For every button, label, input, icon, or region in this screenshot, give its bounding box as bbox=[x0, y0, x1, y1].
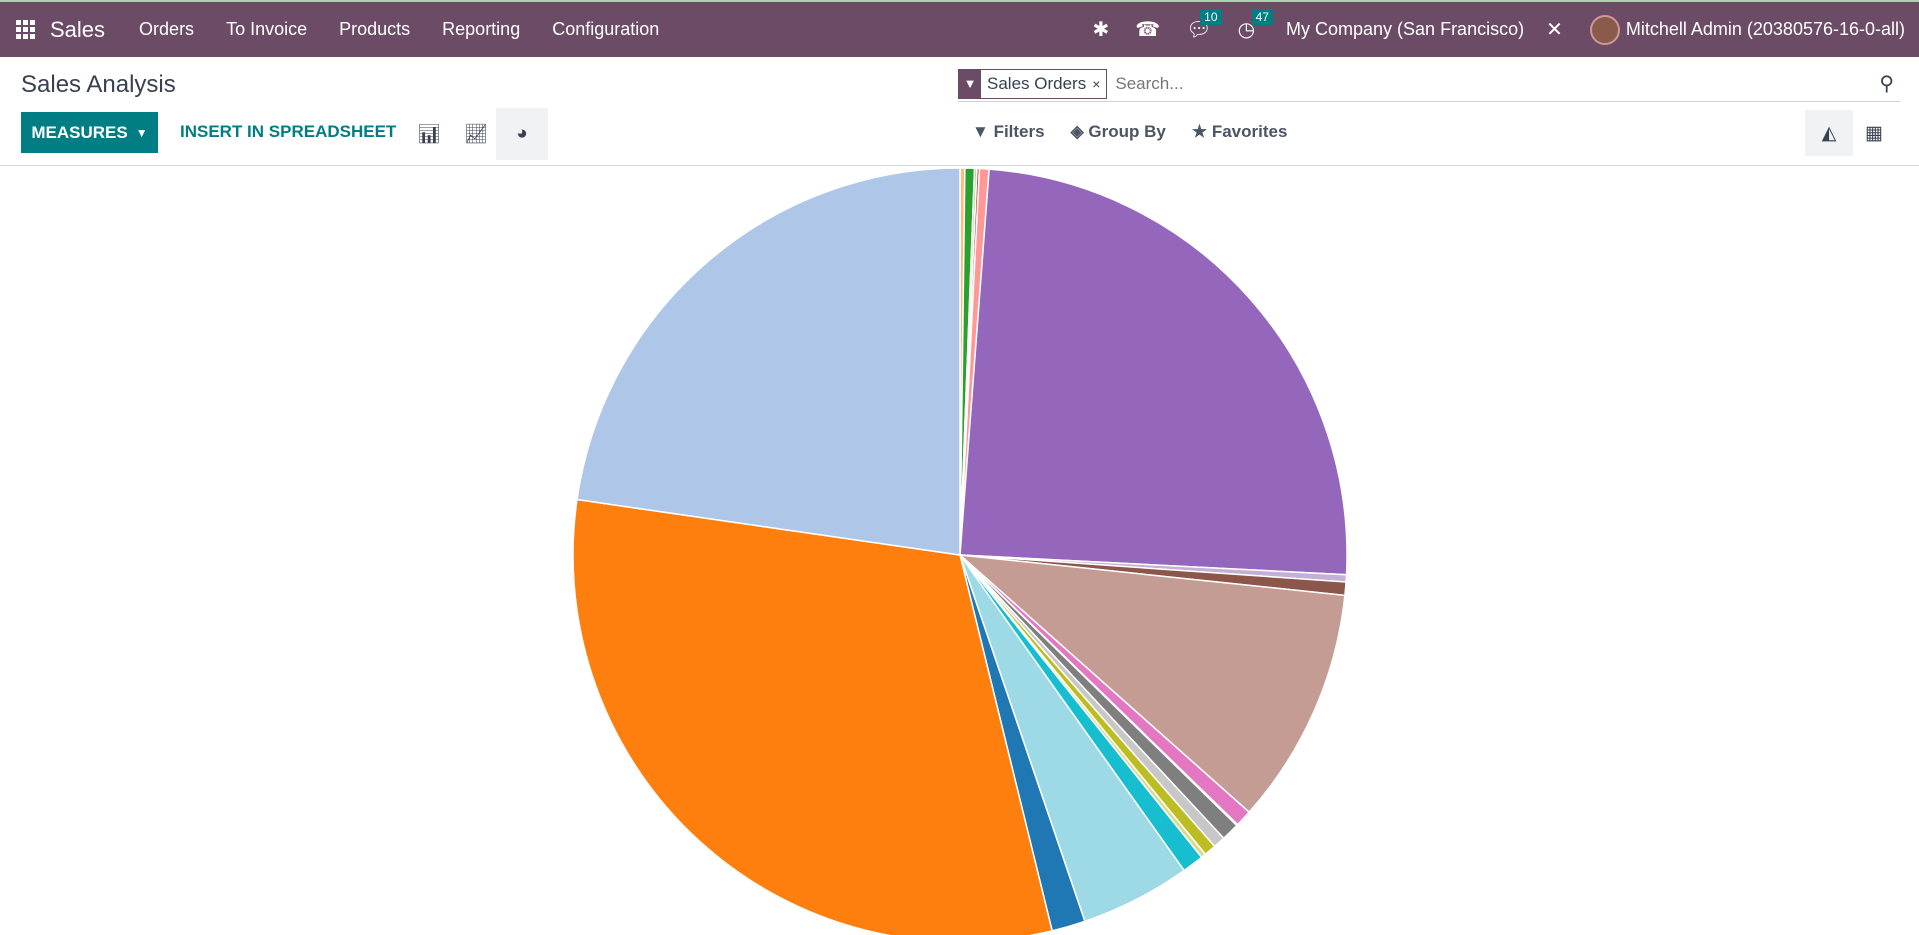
messages-icon[interactable]: 💬︎ 10 bbox=[1186, 9, 1222, 42]
menu-products[interactable]: Products bbox=[339, 19, 411, 39]
pie-slice-18[interactable] bbox=[572, 498, 1054, 935]
filters-button[interactable]: ▼ Filters bbox=[972, 122, 1045, 142]
line-chart-icon[interactable]: 📈︎ bbox=[463, 124, 489, 145]
search-bar: ▼ Sales Orders × ⚲ bbox=[958, 66, 1900, 102]
measures-label: MEASURES bbox=[31, 122, 128, 142]
graph-view-icon[interactable]: ◭ bbox=[1805, 110, 1853, 156]
filter-facet: ▼ Sales Orders × bbox=[958, 68, 1108, 99]
bar-chart-icon[interactable]: 📊︎ bbox=[416, 124, 442, 145]
measures-button[interactable]: MEASURES ▼ bbox=[21, 112, 158, 153]
insert-in-spreadsheet-button[interactable]: INSERT IN SPREADSHEET bbox=[180, 122, 397, 141]
filters-label: Filters bbox=[993, 122, 1045, 141]
caret-down-icon: ▼ bbox=[135, 125, 148, 140]
app-name[interactable]: Sales bbox=[50, 16, 106, 42]
user-avatar[interactable] bbox=[1589, 14, 1620, 45]
company-switcher[interactable]: My Company (San Francisco) bbox=[1286, 19, 1525, 39]
activities-badge: 47 bbox=[1251, 9, 1273, 25]
menu-orders[interactable]: Orders bbox=[139, 19, 195, 39]
control-panel-divider bbox=[0, 165, 1919, 166]
filter-icon: ▼ bbox=[959, 69, 981, 98]
messages-badge: 10 bbox=[1200, 9, 1222, 25]
tools-icon[interactable]: ✕ bbox=[1546, 19, 1563, 41]
pie-slice-5[interactable] bbox=[959, 168, 1348, 576]
remove-facet-icon[interactable]: × bbox=[1092, 75, 1101, 92]
pivot-view-icon[interactable]: ▦ bbox=[1865, 122, 1883, 144]
group-by-button[interactable]: ◈ Group By bbox=[1071, 122, 1166, 142]
favorites-label: Favorites bbox=[1211, 122, 1288, 141]
top-navbar: Sales Orders To Invoice Products Reporti… bbox=[0, 0, 1919, 57]
search-input[interactable] bbox=[1115, 73, 1880, 94]
phone-icon[interactable]: ☎ bbox=[1135, 19, 1161, 41]
user-menu[interactable]: Mitchell Admin (20380576-16-0-all) bbox=[1625, 19, 1905, 39]
filter-icon: ▼ bbox=[972, 122, 994, 141]
group-by-label: Group By bbox=[1088, 122, 1166, 141]
pie-chart bbox=[572, 167, 1348, 935]
favorites-button[interactable]: ★ Favorites bbox=[1192, 122, 1288, 142]
menu-reporting[interactable]: Reporting bbox=[442, 19, 521, 39]
debug-bug-icon[interactable]: ✱ bbox=[1092, 19, 1110, 41]
page-title: Sales Analysis bbox=[21, 71, 176, 98]
pie-slice-19[interactable] bbox=[576, 167, 961, 556]
menu-configuration[interactable]: Configuration bbox=[552, 19, 660, 39]
pie-chart-icon[interactable]: ◕ bbox=[496, 108, 548, 160]
facet-label: Sales Orders bbox=[987, 73, 1087, 93]
layers-icon: ◈ bbox=[1070, 122, 1089, 141]
star-icon: ★ bbox=[1191, 122, 1212, 141]
search-icon[interactable]: ⚲ bbox=[1879, 73, 1894, 95]
pie-slice-8[interactable] bbox=[957, 554, 1346, 814]
menu-to-invoice[interactable]: To Invoice bbox=[226, 19, 308, 39]
apps-menu-icon[interactable] bbox=[16, 19, 36, 40]
activities-clock-icon[interactable]: ◷ 47 bbox=[1238, 9, 1273, 42]
